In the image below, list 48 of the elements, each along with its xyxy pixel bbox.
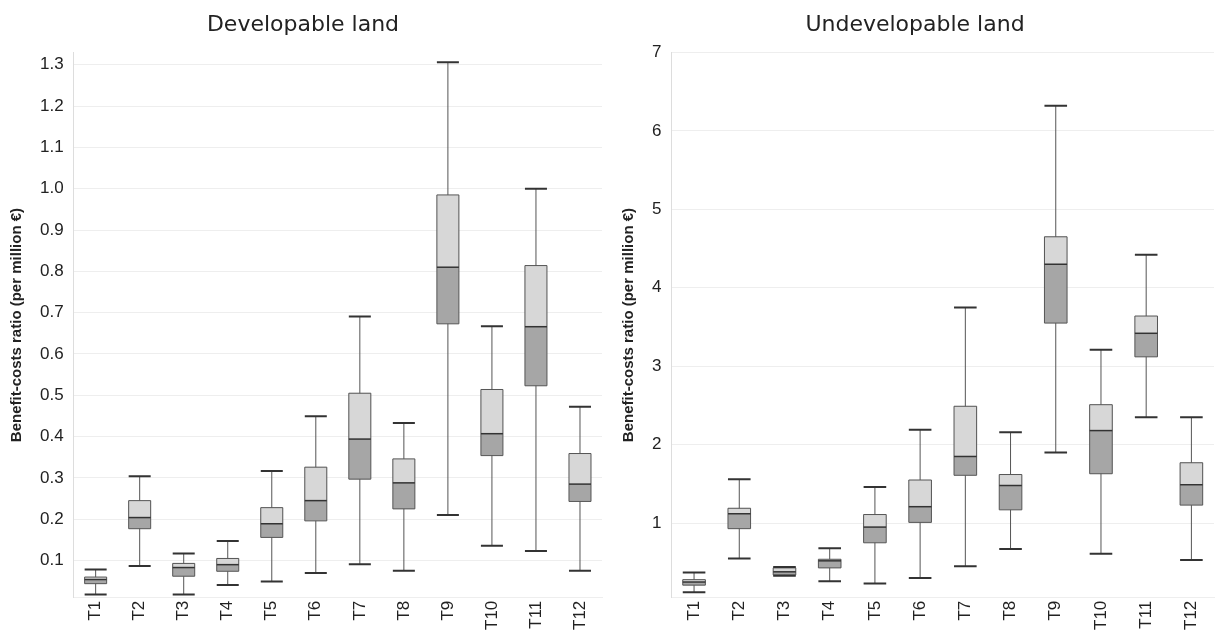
x-tick-label: T2 — [728, 600, 748, 621]
y-tick-label: 5 — [651, 199, 662, 219]
x-tick-label: T3 — [774, 600, 794, 621]
y-tick-label: 4 — [651, 277, 662, 297]
y-tick-label: 0.6 — [39, 343, 64, 363]
y-tick-label: 0.4 — [39, 426, 64, 446]
x-tick-label: T8 — [1000, 600, 1020, 621]
x-tick-label: T12 — [1181, 600, 1201, 630]
x-tick-label: T5 — [864, 600, 884, 621]
y-tick-label: 2 — [651, 434, 662, 454]
y-tick-label: 1 — [651, 512, 662, 532]
x-tick-label: T12 — [569, 600, 589, 630]
y-tick-label: 0.3 — [39, 467, 64, 487]
y-tick-label: 0.2 — [39, 508, 64, 528]
y-tick-label: 3 — [651, 355, 662, 375]
x-tick-label: T5 — [261, 600, 281, 621]
y-tick-label: 0.8 — [39, 261, 64, 281]
chart-title: Developable land — [206, 10, 400, 36]
y-tick-label: 0.9 — [39, 219, 64, 239]
chart-title: Undevelopable land — [805, 10, 1025, 36]
x-tick-label: T3 — [173, 600, 193, 621]
x-tick-label: T1 — [85, 600, 105, 621]
x-tick-label: T6 — [909, 600, 929, 621]
x-tick-label: T2 — [129, 600, 149, 621]
x-tick-label: T11 — [525, 600, 545, 629]
y-tick-label: 1.3 — [39, 54, 64, 74]
y-tick-label: 7 — [651, 42, 662, 62]
y-tick-label: 6 — [651, 120, 662, 140]
x-tick-label: T6 — [305, 600, 325, 621]
y-axis-title: Benefit-costs ratio (per million €) — [619, 207, 637, 443]
x-tick-label: T8 — [393, 600, 413, 621]
x-tick-label: T9 — [1045, 600, 1065, 621]
y-tick-label: 0.7 — [39, 302, 64, 322]
y-tick-label: 0.5 — [39, 384, 64, 404]
x-tick-label: T4 — [217, 600, 237, 621]
y-axis-title: Benefit-costs ratio (per million €) — [7, 207, 25, 443]
y-tick-label: 0.1 — [39, 550, 64, 570]
y-tick-label: 1.0 — [39, 178, 64, 198]
x-tick-label: T7 — [349, 600, 369, 621]
x-tick-label: T1 — [683, 600, 703, 621]
x-tick-label: T7 — [955, 600, 975, 621]
x-tick-label: T11 — [1135, 600, 1155, 629]
y-tick-label: 1.2 — [39, 95, 64, 115]
x-tick-label: T10 — [1090, 600, 1110, 630]
x-tick-label: T4 — [819, 600, 839, 621]
x-tick-label: T10 — [481, 600, 501, 630]
y-tick-label: 1.1 — [39, 137, 64, 157]
x-tick-label: T9 — [437, 600, 457, 621]
